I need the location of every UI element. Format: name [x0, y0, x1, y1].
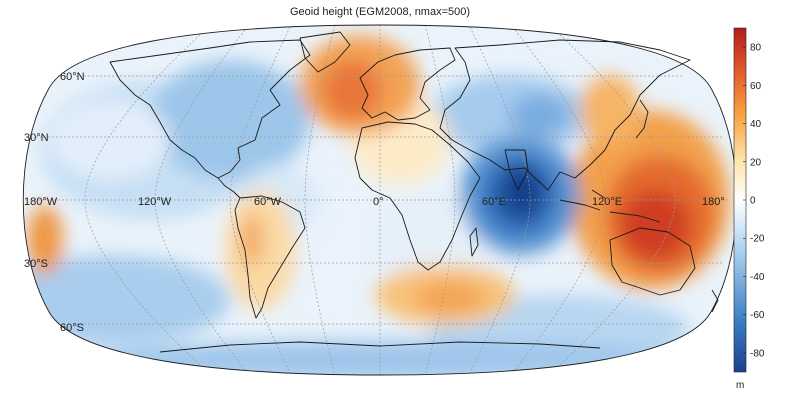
lon-label-60e: 60°E [482, 196, 506, 208]
coast-europe [359, 47, 456, 121]
coast-india [504, 149, 529, 191]
lon-label-120e: 120°E [592, 196, 622, 208]
lat-label-30s: 30°S [24, 258, 48, 270]
lat-label-30n: 30°N [24, 132, 49, 144]
coast-asia [439, 39, 691, 191]
map-frame [22, 24, 738, 376]
colorbar-tick-label: 20 [750, 157, 762, 168]
colorbar: 80 60 40 20 0 -20 -40 -60 -80 m [733, 27, 765, 391]
colorbar-tick-label: -60 [750, 310, 765, 321]
colorbar-tick-label: 60 [750, 81, 762, 92]
lon-label-180e: 180° [702, 196, 725, 208]
coast-indonesia [559, 189, 661, 223]
coast-new-zealand [711, 289, 719, 313]
colorbar-tick-label: -20 [750, 234, 765, 245]
coast-central-america [217, 177, 241, 199]
coast-japan [635, 99, 649, 139]
colorbar-tick-label: -40 [750, 272, 765, 283]
colorbar-tick-label: 0 [750, 196, 756, 207]
map-title: Geoid height (EGM2008, nmax=500) [289, 6, 471, 18]
coast-antarctica [159, 341, 601, 353]
coast-madagascar [469, 227, 479, 257]
coast-south-america [234, 195, 306, 319]
coast-north-america [109, 39, 311, 179]
coast-greenland [299, 31, 351, 73]
lon-label-60w: 60°W [254, 196, 282, 208]
graticule [30, 24, 730, 376]
coastlines [109, 31, 719, 353]
colorbar-unit: m [736, 380, 744, 391]
colorbar-tick-label: 40 [750, 119, 762, 130]
lat-label-60s: 60°S [60, 322, 84, 334]
lon-label-180w: 180°W [24, 196, 58, 208]
lon-label-120w: 120°W [138, 196, 172, 208]
coast-australia [609, 227, 696, 296]
lat-label-60n: 60°N [60, 71, 85, 83]
colorbar-tick-label: 80 [750, 43, 762, 54]
lon-label-0: 0° [373, 196, 384, 208]
coast-africa [354, 121, 481, 271]
colorbar-tick-label: -80 [750, 348, 765, 359]
